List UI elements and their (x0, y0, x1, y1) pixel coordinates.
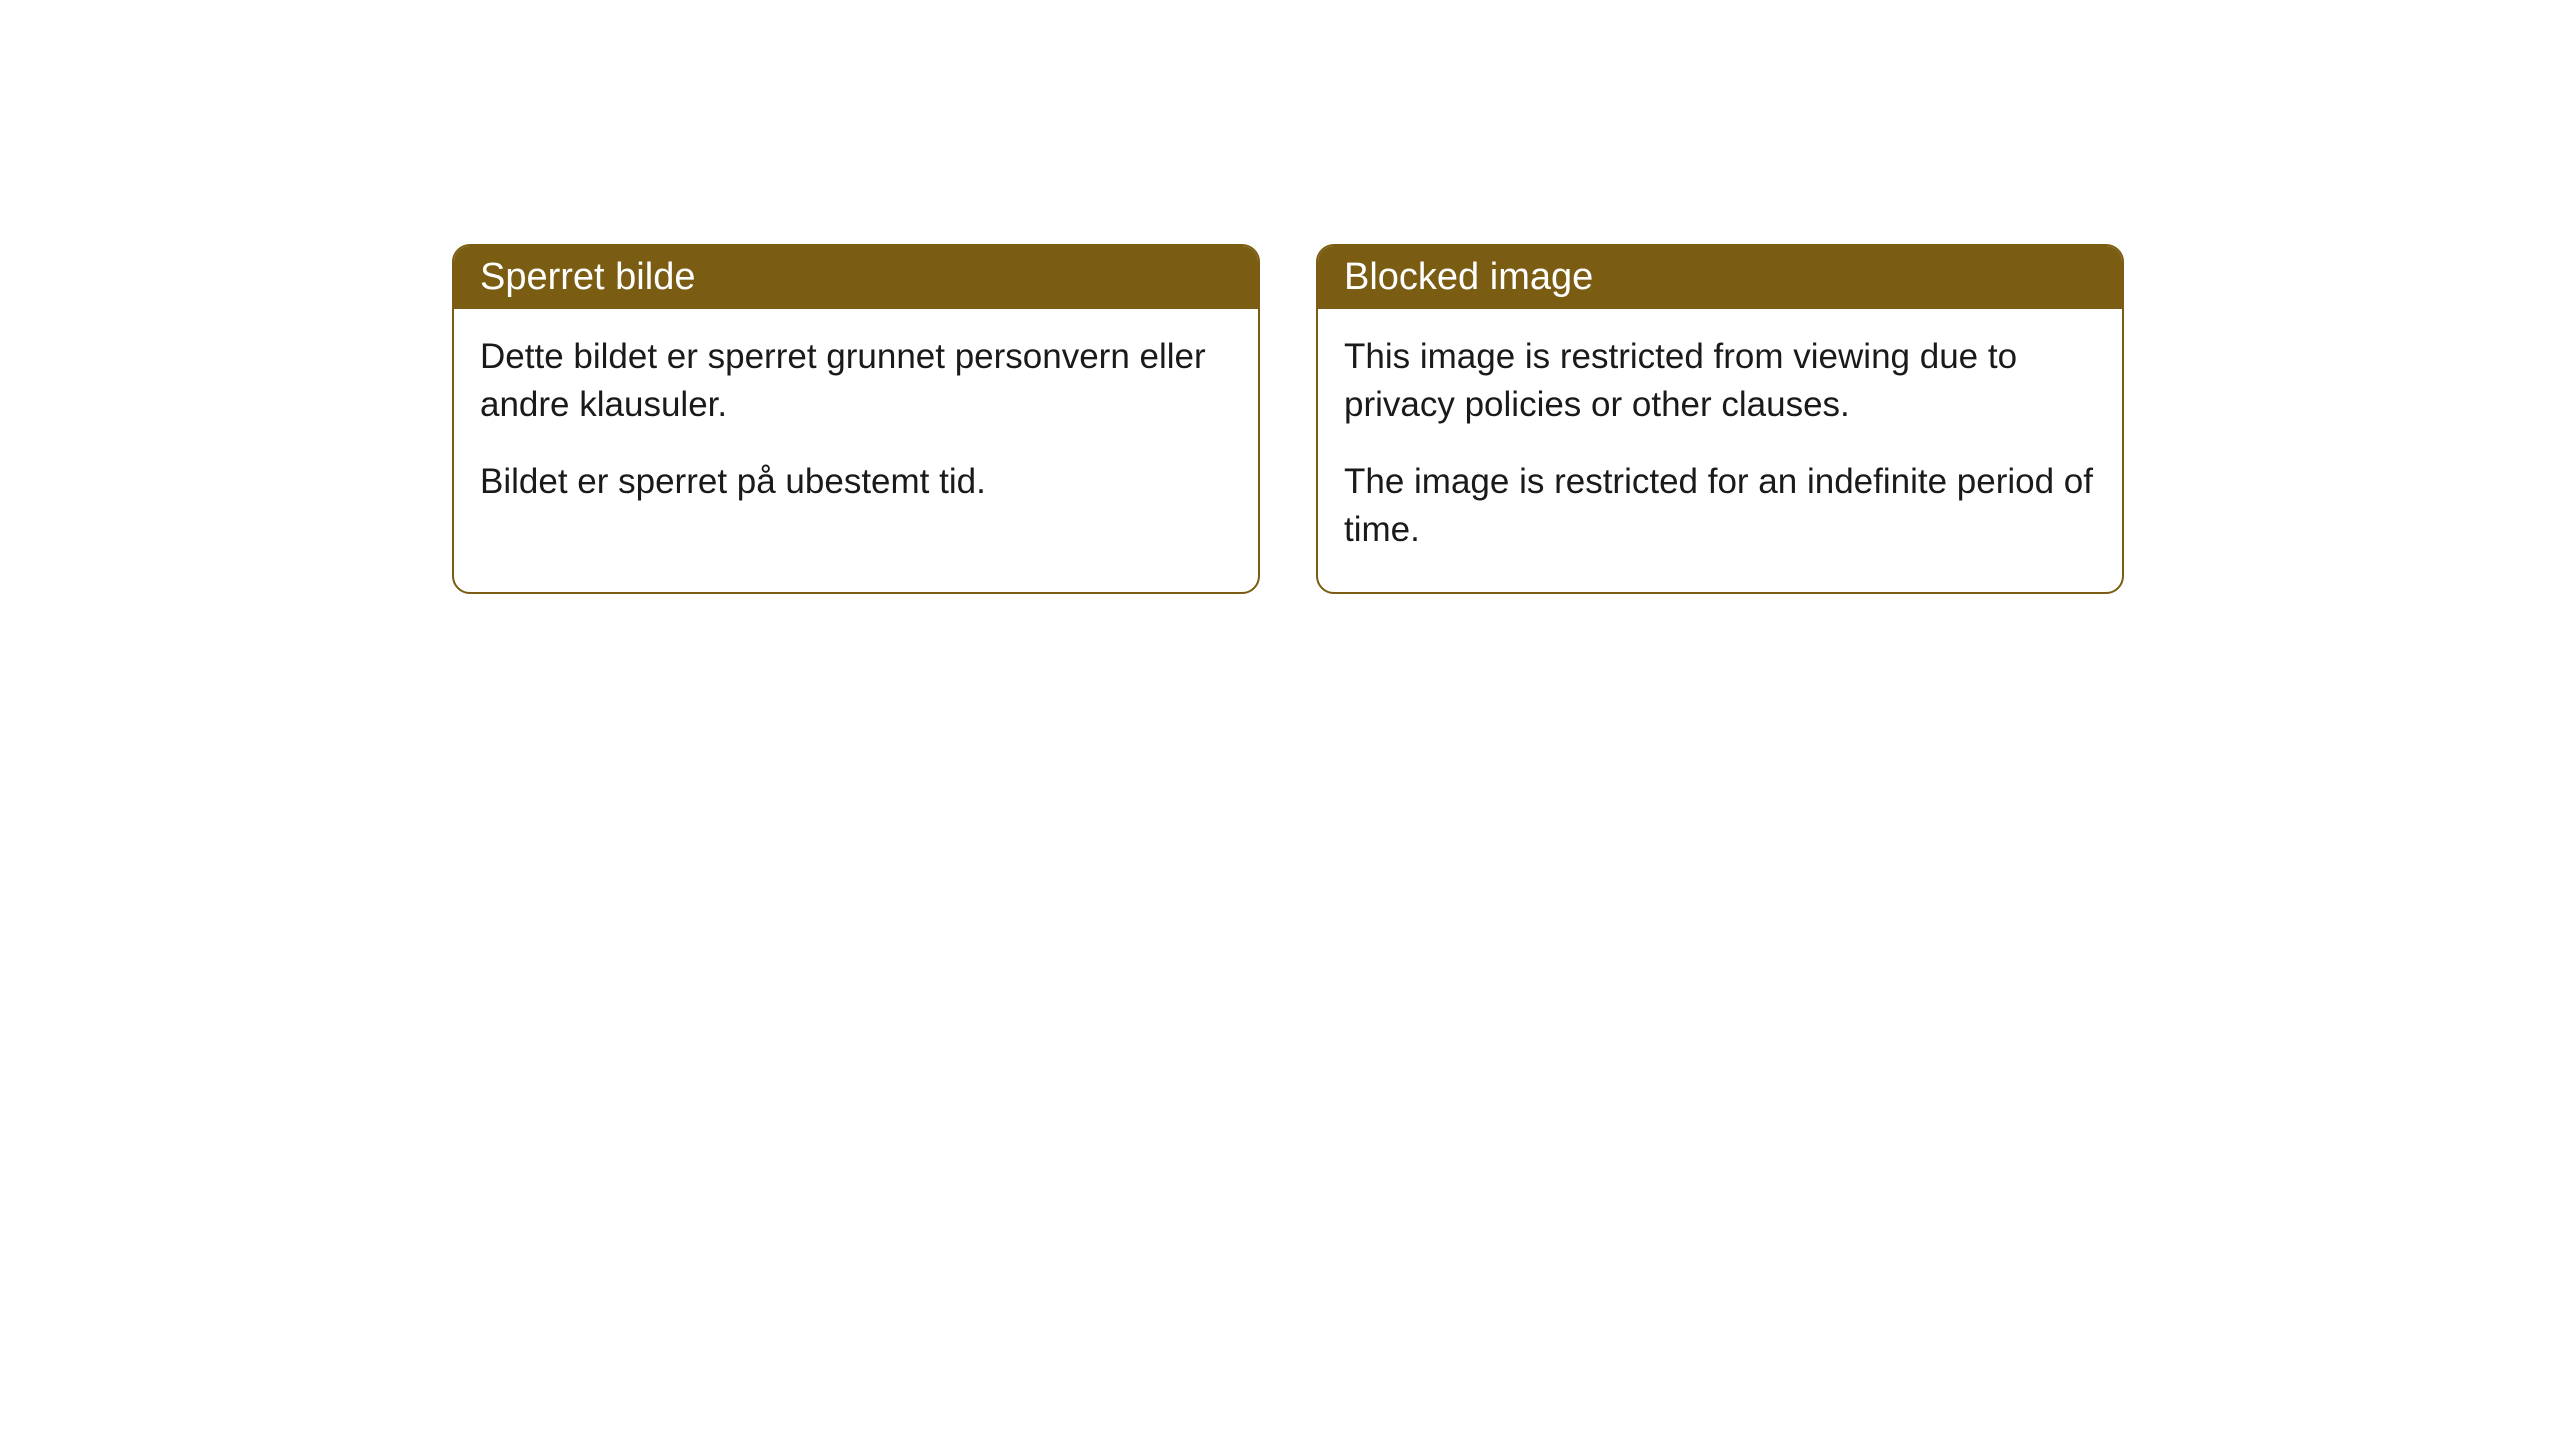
norwegian-paragraph-1: Dette bildet er sperret grunnet personve… (480, 333, 1232, 430)
norwegian-notice-card: Sperret bilde Dette bildet er sperret gr… (452, 244, 1260, 594)
notice-cards-container: Sperret bilde Dette bildet er sperret gr… (452, 244, 2124, 594)
norwegian-card-body: Dette bildet er sperret grunnet personve… (454, 309, 1258, 544)
english-notice-card: Blocked image This image is restricted f… (1316, 244, 2124, 594)
english-card-body: This image is restricted from viewing du… (1318, 309, 2122, 592)
english-paragraph-1: This image is restricted from viewing du… (1344, 333, 2096, 430)
norwegian-paragraph-2: Bildet er sperret på ubestemt tid. (480, 458, 1232, 506)
english-paragraph-2: The image is restricted for an indefinit… (1344, 458, 2096, 555)
english-card-title: Blocked image (1318, 246, 2122, 309)
norwegian-card-title: Sperret bilde (454, 246, 1258, 309)
